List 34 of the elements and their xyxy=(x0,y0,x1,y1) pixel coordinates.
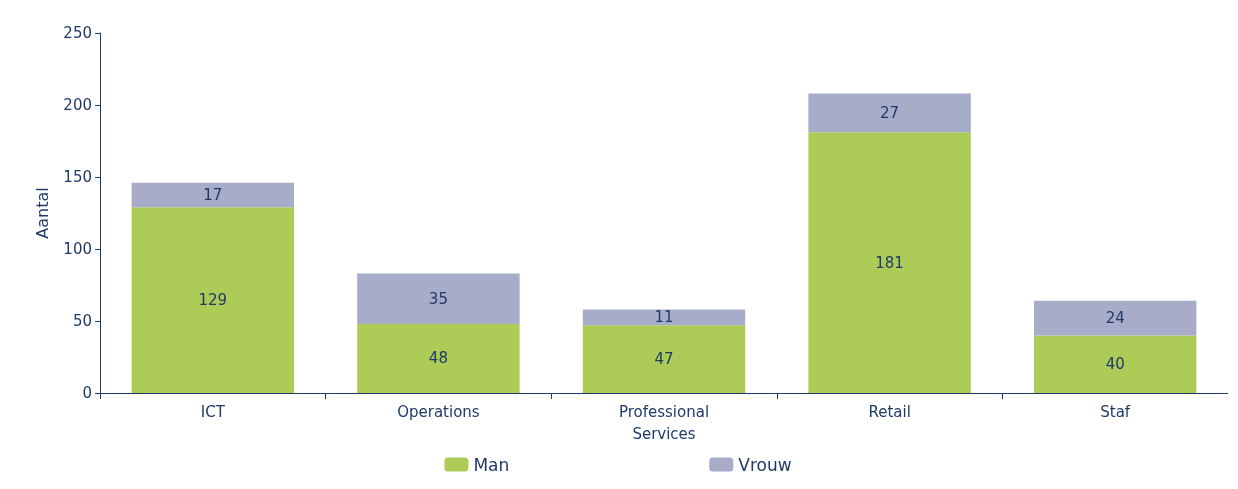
data-label: 35 xyxy=(428,289,448,308)
legend-label: Man xyxy=(473,454,510,475)
data-label: 129 xyxy=(198,291,228,310)
data-label: 24 xyxy=(1105,309,1125,328)
bar xyxy=(131,182,295,208)
bar xyxy=(1033,335,1197,393)
bar xyxy=(808,132,971,393)
y-tick-label: 250 xyxy=(63,24,92,42)
data-label: 17 xyxy=(203,186,223,204)
x-tick-label: ICT xyxy=(200,403,226,421)
y-tick-label: 0 xyxy=(82,384,92,402)
bar xyxy=(1033,300,1197,336)
data-label: 47 xyxy=(654,350,674,369)
x-tick-label: Staf xyxy=(1100,403,1131,421)
x-tick-label: Retail xyxy=(868,403,911,421)
y-tick-label: 100 xyxy=(63,240,92,258)
y-tick-label: 200 xyxy=(63,96,92,114)
data-label: 181 xyxy=(875,253,904,272)
y-tick-label: 50 xyxy=(72,312,92,330)
data-label: 40 xyxy=(1105,355,1125,374)
y-axis-title: Aantal xyxy=(32,187,52,239)
bar xyxy=(582,325,746,393)
bar xyxy=(131,207,295,393)
y-tick-label: 150 xyxy=(63,168,92,186)
bar xyxy=(357,323,520,393)
bar xyxy=(357,273,520,324)
bar xyxy=(582,309,746,326)
data-label: 11 xyxy=(654,308,674,327)
data-label: 48 xyxy=(428,349,448,368)
bar xyxy=(808,93,971,133)
data-label: 27 xyxy=(880,103,900,122)
legend-label: Vrouw xyxy=(738,454,792,475)
x-tick-label: Operations xyxy=(397,403,480,421)
x-tick-label: Professional Services xyxy=(618,403,710,443)
